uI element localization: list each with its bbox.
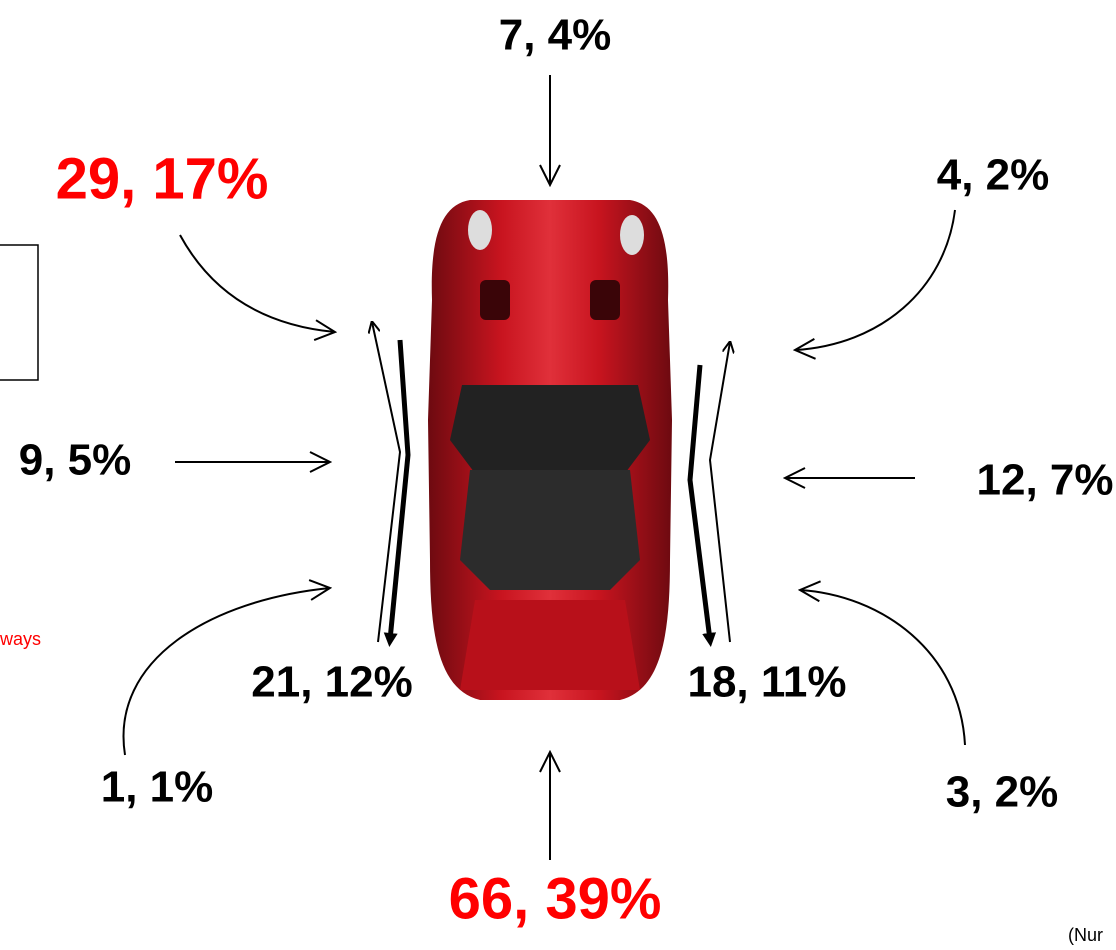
car bbox=[428, 200, 672, 700]
flow-label: 21, 12% bbox=[251, 658, 412, 707]
flow-label: 3, 2% bbox=[946, 768, 1059, 817]
flow-label: 29, 17% bbox=[56, 146, 269, 211]
flow-label: 18, 11% bbox=[687, 658, 846, 707]
flow-label: 1, 1% bbox=[101, 763, 214, 812]
flow-label: 7, 4% bbox=[499, 11, 612, 60]
diagram: 7, 4% 29, 17% 4, 2% 9, 5% 12, 7% 21, 12%… bbox=[0, 0, 1116, 950]
flow-label: 66, 39% bbox=[449, 866, 662, 931]
flow-label: 9, 5% bbox=[19, 436, 132, 485]
footnote: (Nur bbox=[1068, 925, 1103, 945]
flow-label: 4, 2% bbox=[937, 151, 1050, 200]
box-fragment bbox=[0, 245, 38, 380]
flow-label: 12, 7% bbox=[977, 456, 1114, 505]
side-note: ways bbox=[0, 629, 41, 649]
